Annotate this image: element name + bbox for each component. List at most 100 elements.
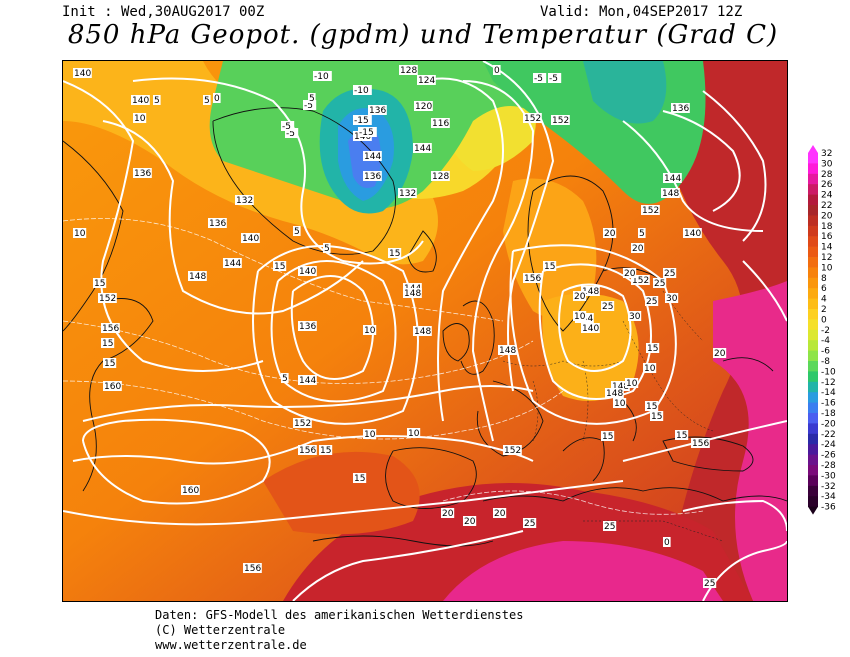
svg-text:136: 136 bbox=[369, 106, 386, 116]
temperature-label: 20 bbox=[713, 348, 727, 359]
geopotential-label: 160 bbox=[181, 485, 200, 496]
svg-text:152: 152 bbox=[552, 116, 569, 126]
geopotential-label: 128 bbox=[399, 65, 418, 76]
geopotential-label: 136 bbox=[368, 105, 387, 116]
geopotential-label: 148 bbox=[605, 388, 624, 399]
svg-text:20: 20 bbox=[464, 517, 476, 527]
svg-text:20: 20 bbox=[714, 349, 726, 359]
geopotential-label: 140 bbox=[298, 266, 317, 277]
svg-text:152: 152 bbox=[294, 419, 311, 429]
scale-swatch bbox=[808, 319, 818, 331]
svg-text:160: 160 bbox=[104, 382, 121, 392]
temperature-label: 20 bbox=[573, 291, 587, 302]
svg-text:144: 144 bbox=[364, 152, 381, 162]
svg-text:30: 30 bbox=[629, 312, 641, 322]
scale-tick-label: -32 bbox=[821, 482, 836, 492]
temperature-label: 30 bbox=[628, 311, 642, 322]
svg-text:15: 15 bbox=[274, 262, 285, 272]
svg-text:160: 160 bbox=[182, 486, 199, 496]
scale-tick-label: -24 bbox=[821, 440, 836, 450]
temperature-label: 20 bbox=[623, 268, 637, 279]
svg-text:15: 15 bbox=[651, 412, 662, 422]
svg-text:10: 10 bbox=[626, 379, 638, 389]
temperature-label: 20 bbox=[463, 516, 477, 527]
svg-text:116: 116 bbox=[432, 119, 449, 129]
geopotential-label: 152 bbox=[641, 205, 660, 216]
temperature-label: 15 bbox=[101, 338, 115, 349]
scale-tick-label: -20 bbox=[821, 419, 836, 429]
temperature-isolines bbox=[63, 218, 704, 515]
temperature-label: -5 bbox=[281, 121, 295, 132]
svg-text:120: 120 bbox=[415, 102, 432, 112]
scale-tick-label: -28 bbox=[821, 461, 836, 471]
website-link[interactable]: www.wetterzentrale.de bbox=[155, 638, 307, 652]
svg-text:152: 152 bbox=[642, 206, 659, 216]
svg-text:124: 124 bbox=[418, 76, 435, 86]
svg-text:156: 156 bbox=[299, 446, 316, 456]
svg-text:5: 5 bbox=[324, 244, 330, 254]
geopotential-label: 136 bbox=[671, 103, 690, 114]
svg-text:148: 148 bbox=[612, 382, 629, 392]
svg-text:15: 15 bbox=[320, 446, 331, 456]
temperature-label: 20 bbox=[631, 243, 645, 254]
init-time: Init : Wed,30AUG2017 00Z bbox=[62, 4, 265, 20]
scale-tick-label: -8 bbox=[821, 357, 830, 367]
svg-text:148: 148 bbox=[189, 272, 206, 282]
svg-text:30: 30 bbox=[666, 294, 678, 304]
svg-text:15: 15 bbox=[102, 339, 113, 349]
very-warm-area-east bbox=[713, 281, 787, 601]
svg-text:152: 152 bbox=[99, 294, 116, 304]
svg-text:15: 15 bbox=[354, 474, 365, 484]
scale-tick-label: 26 bbox=[821, 180, 833, 190]
scale-swatch bbox=[808, 257, 818, 268]
warm-area-iberia bbox=[263, 451, 420, 535]
svg-text:-15: -15 bbox=[354, 116, 369, 126]
scale-tick-label: -34 bbox=[821, 492, 836, 502]
temperature-label: 10 bbox=[643, 363, 657, 374]
svg-text:136: 136 bbox=[209, 219, 226, 229]
temperature-label: 5 bbox=[203, 95, 211, 106]
temperature-label: 10 bbox=[133, 113, 147, 124]
svg-text:10: 10 bbox=[574, 312, 586, 322]
geopotential-label: 160 bbox=[103, 381, 122, 392]
temperature-label: 15 bbox=[675, 430, 689, 441]
scale-swatch bbox=[808, 205, 818, 216]
scale-tick-label: -14 bbox=[821, 388, 836, 398]
temperature-label: 15 bbox=[319, 445, 333, 456]
geopotential-label: 152 bbox=[503, 445, 522, 456]
geopotential-label: 156 bbox=[298, 445, 317, 456]
svg-text:-5: -5 bbox=[304, 101, 313, 111]
scale-swatch bbox=[808, 194, 818, 206]
geopotential-label: 148 bbox=[188, 271, 207, 282]
svg-text:140: 140 bbox=[242, 234, 259, 244]
scale-tick-label: 24 bbox=[821, 191, 833, 201]
temperature-label: 5 bbox=[153, 95, 161, 106]
temperature-label: -15 bbox=[353, 115, 372, 126]
geopotential-label: 140 bbox=[73, 68, 92, 79]
geopotential-label: 156 bbox=[523, 273, 542, 284]
temperature-label: 15 bbox=[103, 358, 117, 369]
svg-text:156: 156 bbox=[692, 439, 709, 449]
scale-tick-label: -26 bbox=[821, 451, 836, 461]
geopotential-label: 148 bbox=[661, 188, 680, 199]
geopotential-label: 136 bbox=[298, 321, 317, 332]
svg-text:148: 148 bbox=[404, 289, 421, 299]
svg-text:140: 140 bbox=[582, 324, 599, 334]
scale-tick-label: -22 bbox=[821, 430, 836, 440]
svg-text:136: 136 bbox=[364, 172, 381, 182]
svg-text:-10: -10 bbox=[354, 86, 369, 96]
scale-tick-label: -36 bbox=[821, 503, 836, 513]
svg-text:15: 15 bbox=[602, 432, 613, 442]
data-source-text: Daten: GFS-Modell des amerikanischen Wet… bbox=[155, 608, 524, 622]
svg-text:132: 132 bbox=[399, 189, 416, 199]
svg-text:20: 20 bbox=[624, 269, 636, 279]
temperature-label: 15 bbox=[650, 411, 664, 422]
svg-text:0: 0 bbox=[664, 538, 670, 548]
svg-text:140: 140 bbox=[684, 229, 701, 239]
scale-tick-label: -16 bbox=[821, 399, 836, 409]
geopotential-label: 116 bbox=[431, 118, 450, 129]
scale-swatch bbox=[808, 163, 818, 175]
temperature-label: -5 bbox=[303, 100, 317, 111]
svg-text:15: 15 bbox=[676, 431, 687, 441]
svg-text:25: 25 bbox=[654, 279, 665, 289]
